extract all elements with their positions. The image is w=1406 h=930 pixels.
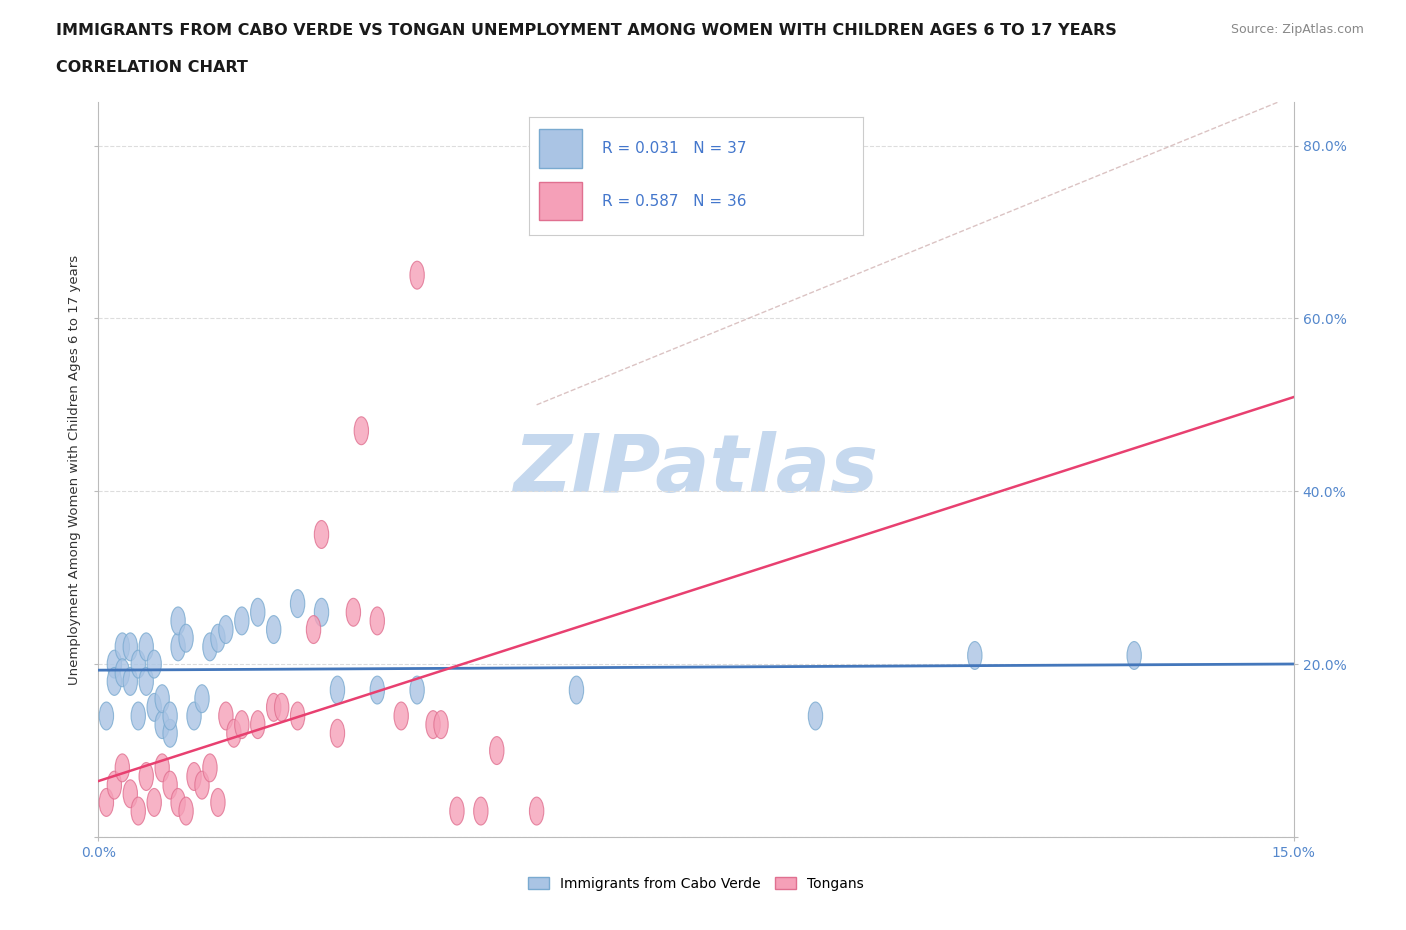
Ellipse shape <box>195 771 209 799</box>
Ellipse shape <box>155 754 169 782</box>
Ellipse shape <box>219 702 233 730</box>
Legend: Immigrants from Cabo Verde, Tongans: Immigrants from Cabo Verde, Tongans <box>523 871 869 897</box>
Ellipse shape <box>179 797 193 825</box>
Ellipse shape <box>195 684 209 712</box>
Ellipse shape <box>179 624 193 652</box>
Ellipse shape <box>489 737 503 764</box>
Ellipse shape <box>148 694 162 722</box>
Ellipse shape <box>474 797 488 825</box>
Ellipse shape <box>808 702 823 730</box>
Ellipse shape <box>107 650 121 678</box>
Ellipse shape <box>100 789 114 817</box>
Ellipse shape <box>250 598 264 626</box>
Ellipse shape <box>148 650 162 678</box>
Ellipse shape <box>330 719 344 747</box>
Ellipse shape <box>235 711 249 738</box>
Ellipse shape <box>131 702 145 730</box>
Ellipse shape <box>219 616 233 644</box>
Ellipse shape <box>291 590 305 618</box>
Ellipse shape <box>450 797 464 825</box>
Ellipse shape <box>172 789 186 817</box>
Ellipse shape <box>131 650 145 678</box>
Ellipse shape <box>967 642 981 670</box>
Ellipse shape <box>291 702 305 730</box>
Ellipse shape <box>107 668 121 696</box>
Ellipse shape <box>172 633 186 661</box>
Ellipse shape <box>124 668 138 696</box>
Ellipse shape <box>267 616 281 644</box>
Ellipse shape <box>115 633 129 661</box>
Ellipse shape <box>115 754 129 782</box>
Ellipse shape <box>411 676 425 704</box>
Ellipse shape <box>211 624 225 652</box>
Text: Source: ZipAtlas.com: Source: ZipAtlas.com <box>1230 23 1364 36</box>
Text: ZIPatlas: ZIPatlas <box>513 431 879 509</box>
Ellipse shape <box>187 763 201 790</box>
Ellipse shape <box>226 719 240 747</box>
Ellipse shape <box>346 598 360 626</box>
Ellipse shape <box>411 261 425 289</box>
Ellipse shape <box>163 702 177 730</box>
Ellipse shape <box>202 633 217 661</box>
Ellipse shape <box>394 702 408 730</box>
Ellipse shape <box>124 780 138 808</box>
Ellipse shape <box>163 771 177 799</box>
Ellipse shape <box>100 702 114 730</box>
Ellipse shape <box>139 763 153 790</box>
Ellipse shape <box>426 711 440 738</box>
Ellipse shape <box>250 711 264 738</box>
Ellipse shape <box>530 797 544 825</box>
Ellipse shape <box>107 771 121 799</box>
Text: CORRELATION CHART: CORRELATION CHART <box>56 60 247 75</box>
Ellipse shape <box>163 719 177 747</box>
Ellipse shape <box>434 711 449 738</box>
Ellipse shape <box>315 598 329 626</box>
Ellipse shape <box>187 702 201 730</box>
Ellipse shape <box>569 676 583 704</box>
Ellipse shape <box>148 789 162 817</box>
Ellipse shape <box>330 676 344 704</box>
Ellipse shape <box>139 668 153 696</box>
Ellipse shape <box>274 694 288 722</box>
Ellipse shape <box>131 797 145 825</box>
Ellipse shape <box>315 521 329 549</box>
Ellipse shape <box>307 616 321 644</box>
Ellipse shape <box>124 633 138 661</box>
Ellipse shape <box>172 607 186 635</box>
Ellipse shape <box>155 684 169 712</box>
Y-axis label: Unemployment Among Women with Children Ages 6 to 17 years: Unemployment Among Women with Children A… <box>67 255 82 684</box>
Ellipse shape <box>370 676 384 704</box>
Ellipse shape <box>267 694 281 722</box>
Ellipse shape <box>202 754 217 782</box>
Text: IMMIGRANTS FROM CABO VERDE VS TONGAN UNEMPLOYMENT AMONG WOMEN WITH CHILDREN AGES: IMMIGRANTS FROM CABO VERDE VS TONGAN UNE… <box>56 23 1116 38</box>
Ellipse shape <box>211 789 225 817</box>
Ellipse shape <box>370 607 384 635</box>
Ellipse shape <box>115 658 129 686</box>
Ellipse shape <box>155 711 169 738</box>
Ellipse shape <box>235 607 249 635</box>
Ellipse shape <box>1128 642 1142 670</box>
Ellipse shape <box>139 633 153 661</box>
Ellipse shape <box>354 417 368 445</box>
